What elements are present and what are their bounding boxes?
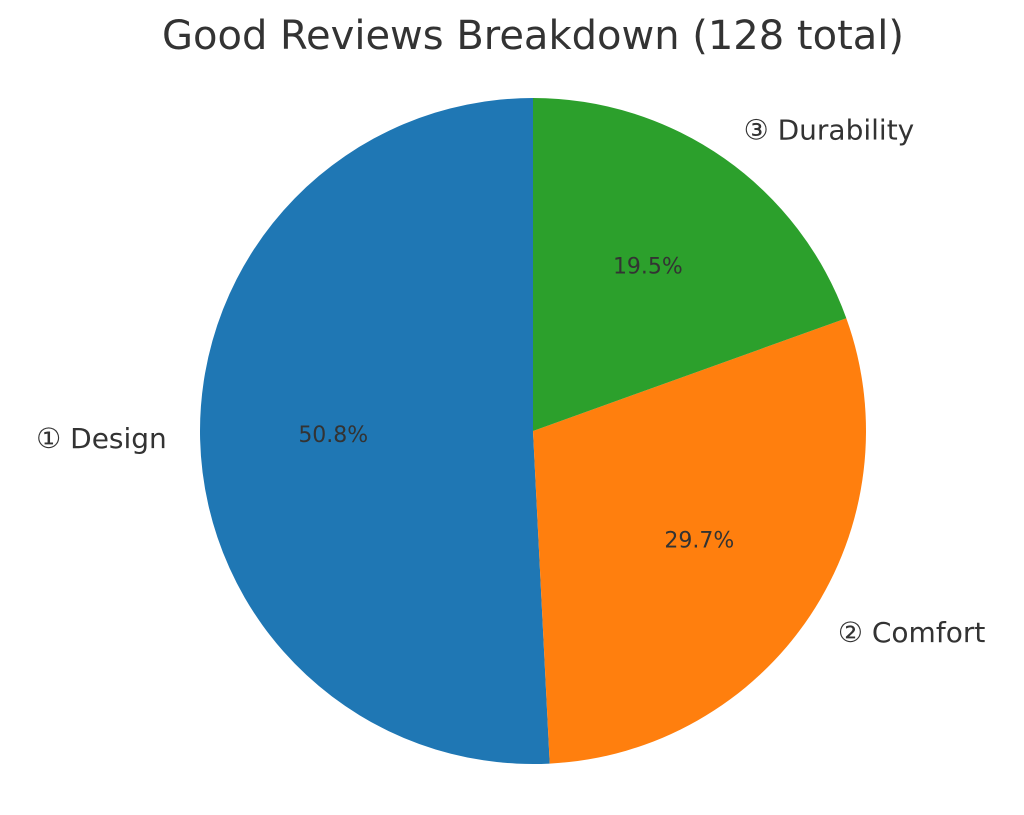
value-label: 50.8%	[298, 423, 368, 448]
pie-slice	[533, 318, 866, 764]
slice-label: ② Comfort	[838, 616, 985, 649]
chart-title: Good Reviews Breakdown (128 total)	[162, 13, 904, 59]
pie-slice	[533, 97, 847, 431]
pie-slice	[199, 98, 550, 764]
value-label: 29.7%	[664, 529, 734, 554]
value-label: 19.5%	[613, 255, 683, 280]
slice-label: ③ Durability	[744, 113, 915, 146]
slice-label: ① Design	[36, 422, 167, 455]
